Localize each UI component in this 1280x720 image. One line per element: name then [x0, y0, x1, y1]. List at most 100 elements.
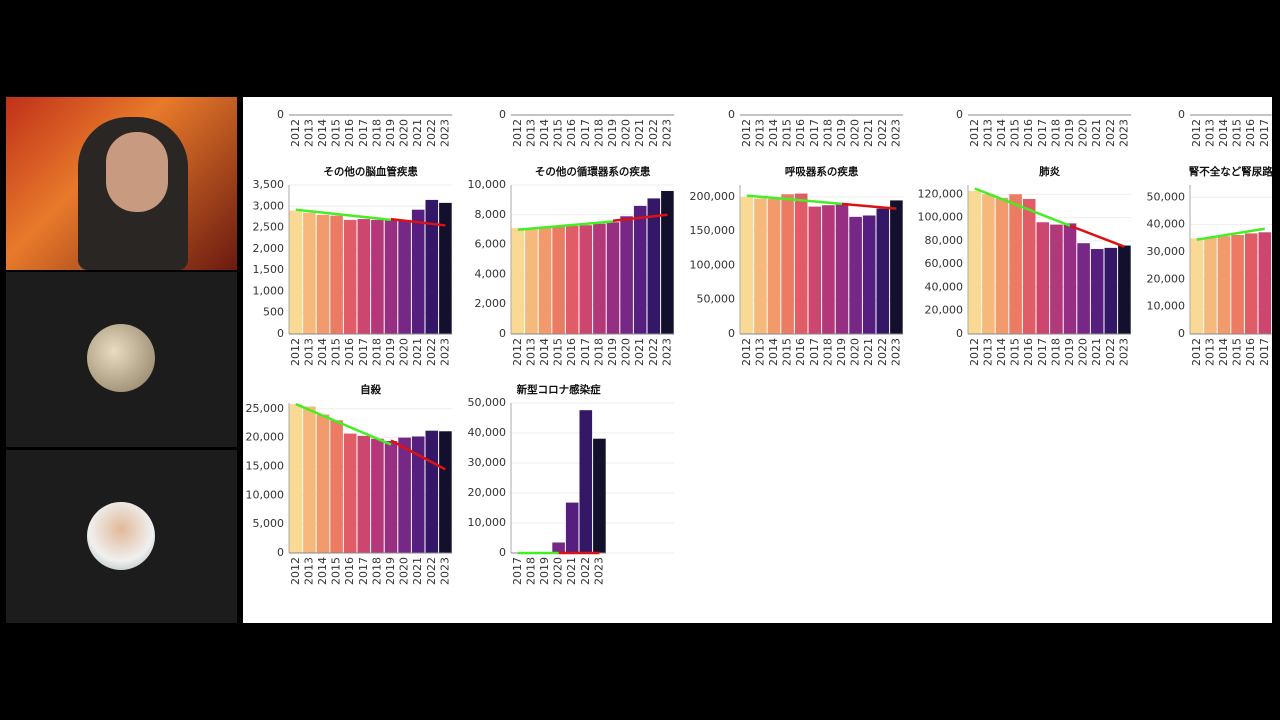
x-tick-label: 2016 — [343, 119, 356, 147]
x-tick-label: 2019 — [1063, 338, 1076, 366]
x-tick-label: 2013 — [981, 119, 994, 147]
x-tick-label: 2018 — [592, 338, 605, 366]
x-tick-label: 2014 — [316, 119, 329, 147]
y-tick-label: 2,000 — [475, 297, 507, 310]
y-tick-label: 10,000 — [468, 178, 507, 191]
x-tick-label: 2013 — [302, 557, 315, 585]
x-tick-label: 2015 — [552, 119, 565, 147]
y-tick-label: 30,000 — [1147, 245, 1186, 258]
x-tick-label: 2015 — [1009, 119, 1022, 147]
x-tick-label: 2018 — [1049, 119, 1062, 147]
trend-line — [295, 208, 392, 222]
x-tick-label: 2023 — [592, 557, 605, 585]
x-tick-label: 2018 — [370, 338, 383, 366]
bar — [849, 216, 862, 334]
x-tick-label: 2013 — [524, 338, 537, 366]
bar — [593, 223, 606, 334]
bar — [740, 196, 754, 334]
bar — [890, 200, 903, 334]
x-tick-label: 2016 — [565, 338, 578, 366]
bar — [579, 410, 593, 553]
bar — [1118, 245, 1131, 334]
video-tile — [6, 450, 237, 623]
chart-title: 自殺 — [360, 383, 381, 396]
x-tick-label: 2012 — [1190, 338, 1203, 366]
y-tick-label: 0 — [499, 108, 506, 121]
bar — [1231, 235, 1244, 334]
bar — [303, 212, 316, 334]
x-tick-label: 2020 — [398, 557, 411, 585]
chart-title: 呼吸器系の疾患 — [785, 165, 859, 178]
x-tick-label: 2013 — [1203, 119, 1216, 147]
bar — [425, 430, 439, 553]
x-tick-label: 2023 — [438, 557, 451, 585]
y-tick-label: 200,000 — [690, 190, 736, 203]
x-tick-label: 2023 — [1117, 119, 1130, 147]
bar — [565, 502, 579, 553]
y-tick-label: 30,000 — [468, 456, 507, 469]
x-tick-label: 2013 — [981, 338, 994, 366]
x-tick-label: 2013 — [302, 119, 315, 147]
chart-title: 肺炎 — [1039, 165, 1061, 178]
bar — [647, 198, 661, 334]
bar — [330, 215, 343, 334]
bar — [439, 431, 452, 553]
x-tick-label: 2022 — [425, 557, 438, 585]
y-tick-label: 15,000 — [246, 459, 285, 472]
chart-title: その他の脳血管疾患 — [323, 165, 418, 178]
x-tick-label: 2015 — [1231, 119, 1244, 147]
x-tick-label: 2022 — [425, 119, 438, 147]
y-tick-label: 120,000 — [918, 187, 964, 200]
bar — [316, 214, 330, 334]
y-tick-label: 20,000 — [925, 304, 964, 317]
bar — [384, 219, 398, 334]
x-tick-label: 2012 — [289, 338, 302, 366]
y-tick-label: 0 — [1178, 327, 1185, 340]
x-tick-label: 2014 — [1217, 338, 1230, 366]
bar — [1077, 243, 1090, 334]
trend-line — [746, 194, 843, 206]
x-tick-label: 2015 — [552, 338, 565, 366]
y-tick-label: 25,000 — [246, 402, 285, 415]
x-tick-label: 2012 — [289, 557, 302, 585]
x-tick-label: 2015 — [330, 338, 343, 366]
bar — [330, 420, 343, 553]
x-tick-label: 2019 — [1063, 119, 1076, 147]
x-tick-label: 2012 — [740, 119, 753, 147]
x-tick-label: 2017 — [808, 119, 821, 147]
bar — [862, 215, 876, 334]
x-tick-label: 2019 — [835, 338, 848, 366]
bar — [411, 436, 425, 553]
x-tick-label: 2017 — [357, 119, 370, 147]
chart-title: 腎不全など腎尿路 — [1189, 165, 1272, 178]
x-tick-label: 2021 — [633, 119, 646, 147]
x-tick-label: 2014 — [995, 338, 1008, 366]
x-tick-label: 2016 — [1022, 119, 1035, 147]
x-tick-label: 2022 — [647, 119, 660, 147]
bar — [303, 406, 316, 553]
bar — [1104, 247, 1118, 334]
x-tick-label: 2020 — [620, 338, 633, 366]
x-tick-label: 2016 — [343, 338, 356, 366]
x-tick-label: 2014 — [995, 119, 1008, 147]
x-tick-label: 2020 — [398, 338, 411, 366]
x-tick-label: 2014 — [538, 119, 551, 147]
bar — [1063, 223, 1077, 334]
bar — [343, 433, 357, 553]
x-tick-label: 2019 — [835, 119, 848, 147]
x-tick-label: 2016 — [794, 119, 807, 147]
trend-line — [390, 217, 446, 227]
chart-title: その他の循環器系の疾患 — [535, 165, 651, 178]
x-tick-label: 2020 — [398, 119, 411, 147]
y-tick-label: 40,000 — [1147, 218, 1186, 231]
y-tick-label: 100,000 — [918, 211, 964, 224]
x-tick-label: 2012 — [511, 119, 524, 147]
bar — [1009, 194, 1022, 334]
x-tick-label: 2015 — [330, 557, 343, 585]
bar — [995, 197, 1009, 334]
x-tick-label: 2019 — [538, 557, 551, 585]
bar — [357, 219, 371, 334]
trend-line — [295, 403, 392, 446]
bar — [511, 228, 525, 334]
